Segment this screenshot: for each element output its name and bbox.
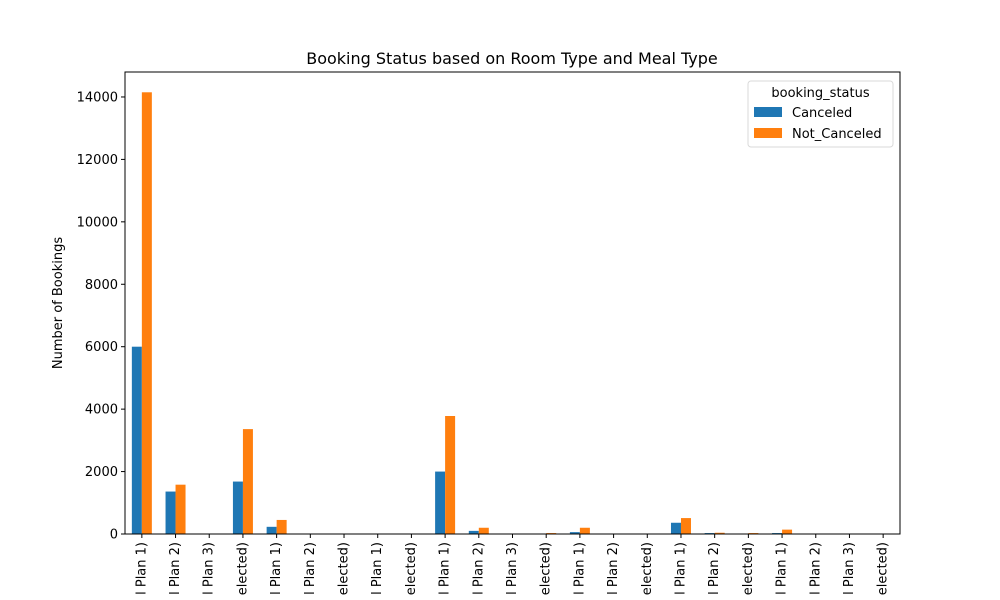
bar-not-canceled-17 [714, 532, 725, 534]
bar-canceled-9 [435, 471, 446, 534]
bar-not-canceled-13 [579, 527, 590, 534]
y-tick-label-6: 12000 [77, 153, 118, 168]
x-tick-label-22: elected) [876, 542, 891, 595]
y-tick-label-7: 14000 [77, 90, 118, 105]
legend-label-canceled: Canceled [792, 106, 852, 121]
y-tick-label-2: 4000 [85, 403, 118, 418]
bar-not-canceled-0 [141, 92, 152, 534]
x-tick-label-2: l Plan 3) [202, 542, 217, 595]
x-tick-label-13: l Plan 1) [572, 542, 587, 595]
x-tick-label-20: l Plan 2) [808, 542, 823, 595]
bar-not-canceled-9 [445, 416, 456, 534]
bar-not-canceled-1 [175, 484, 186, 534]
x-tick-label-8: elected) [404, 542, 419, 595]
chart-title: Booking Status based on Room Type and Me… [306, 49, 718, 68]
y-tick-label-1: 2000 [85, 465, 118, 480]
x-tick-label-11: l Plan 3) [505, 542, 520, 595]
bar-canceled-0 [131, 346, 142, 534]
bar-canceled-1 [165, 491, 176, 534]
x-tick-label-4: l Plan 1) [269, 542, 284, 595]
x-tick-label-12: elected) [539, 542, 554, 595]
x-tick-label-19: l Plan 1) [775, 542, 790, 595]
x-tick-label-0: l Plan 1) [134, 542, 149, 595]
legend-title: booking_status [771, 86, 869, 101]
x-tick-label-1: l Plan 2) [168, 542, 183, 595]
x-tick-label-16: l Plan 1) [673, 542, 688, 595]
x-tick-label-15: elected) [640, 542, 655, 595]
y-tick-label-4: 8000 [85, 278, 118, 293]
bar-canceled-16 [670, 522, 681, 534]
y-tick-label-5: 10000 [77, 215, 118, 230]
y-tick-label-0: 0 [110, 528, 118, 543]
x-tick-label-9: l Plan 1) [438, 542, 453, 595]
bar-not-canceled-4 [276, 519, 287, 534]
x-tick-label-14: l Plan 2) [606, 542, 621, 595]
x-tick-label-6: elected) [337, 542, 352, 595]
x-tick-label-3: elected) [235, 542, 250, 595]
x-tick-label-5: l Plan 2) [303, 542, 318, 595]
bar-canceled-3 [232, 481, 243, 534]
bar-not-canceled-16 [680, 518, 691, 534]
legend-box [747, 80, 894, 148]
bar-canceled-4 [266, 526, 277, 534]
legend-label-not-canceled: Not_Canceled [792, 127, 882, 142]
bar-canceled-10 [468, 530, 479, 534]
y-axis-label: Number of Bookings [51, 237, 66, 369]
legend-swatch-canceled [754, 107, 782, 117]
bar-not-canceled-3 [242, 429, 253, 534]
x-tick-label-17: l Plan 2) [707, 542, 722, 595]
bar-not-canceled-10 [478, 527, 489, 534]
bar-not-canceled-19 [782, 529, 793, 534]
x-tick-label-10: l Plan 2) [471, 542, 486, 595]
legend-swatch-not-canceled [754, 128, 782, 138]
x-tick-label-18: elected) [741, 542, 756, 595]
x-tick-label-21: l Plan 3) [842, 542, 857, 595]
y-tick-label-3: 6000 [85, 340, 118, 355]
bar-canceled-13 [569, 532, 580, 534]
x-tick-label-7: l Plan 1) [370, 542, 385, 595]
